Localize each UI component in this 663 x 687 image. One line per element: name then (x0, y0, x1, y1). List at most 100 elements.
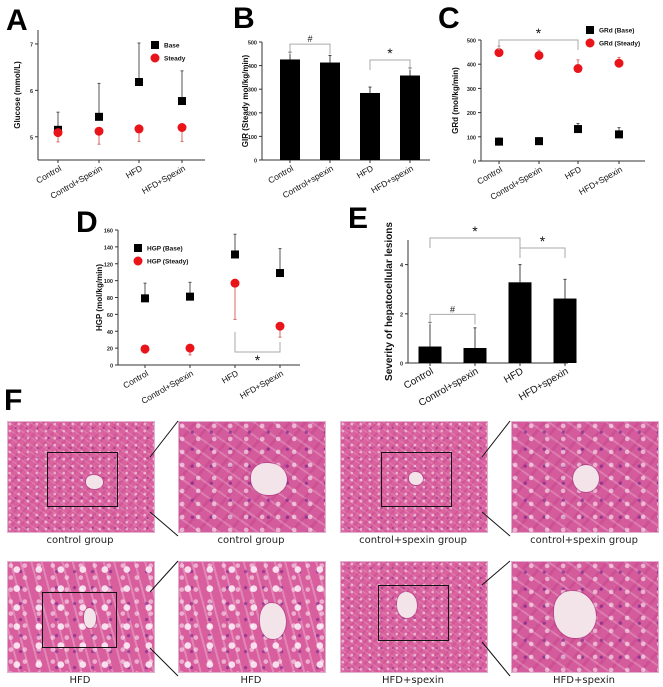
significance-marker: * (540, 233, 546, 249)
y-tick-label: 0 (473, 160, 476, 166)
zoom-connector-lines (481, 560, 511, 677)
roi-box (42, 592, 117, 648)
data-point-circle (275, 321, 285, 331)
legend-marker (586, 26, 594, 34)
y-tick-label: 200 (248, 111, 257, 117)
y-axis-label: GIR (Steady mol/kg/min) (241, 54, 250, 147)
legend-marker (150, 53, 160, 63)
x-tick-label: HFD+Spexin (238, 368, 285, 401)
y-tick-label: 60 (107, 313, 113, 319)
x-tick-label: Control (34, 163, 63, 185)
data-point-circle (534, 50, 544, 60)
zoom-connector-lines (149, 560, 179, 677)
histology-hfd-spexin-low (340, 561, 488, 673)
y-axis-label: Severity of hepatocellular lesions (384, 222, 395, 381)
roi-box (378, 585, 449, 641)
significance-bracket (369, 59, 411, 70)
chart-b: 0 100 200 300 400 500 GIR (Steady mol/kg/min) C… (241, 34, 430, 200)
significance-marker: # (307, 34, 312, 44)
x-tick-label: HFD (220, 368, 240, 385)
x-tick-label: HFD+spexin (517, 366, 570, 403)
x-tick-label: Control (266, 163, 295, 185)
data-point-circle (614, 58, 624, 68)
y-tick-label: 6 (30, 89, 33, 95)
legend-label: GRd (Base) (599, 28, 634, 35)
legend-marker (151, 41, 159, 49)
caption-hfd-spexin-low: HFD+spexin (382, 675, 444, 686)
panel-letter-c: C (438, 2, 460, 35)
y-tick-label: 4 (400, 263, 404, 269)
y-tick-label: 5 (30, 135, 33, 141)
y-tick-label: 2 (400, 312, 403, 318)
data-point-circle (94, 126, 104, 136)
y-tick-label: 20 (107, 347, 113, 353)
histology-hfd-spexin-high (511, 561, 659, 673)
bar (418, 346, 442, 363)
data-point-circle (494, 48, 504, 58)
y-axis-label: Glucose (mmol/L) (13, 61, 22, 129)
significance-bracket (289, 43, 331, 55)
x-tick-label: Control (475, 164, 504, 186)
data-point-circle (140, 344, 150, 354)
histology-control-spexin-low (340, 421, 488, 533)
data-point-circle (53, 128, 63, 138)
y-tick-label: 0 (254, 159, 257, 165)
significance-bracket (234, 332, 281, 353)
caption-hfd-spexin-high: HFD+spexin (553, 675, 615, 686)
x-tick-label: HFD (502, 366, 525, 386)
y-tick-label: 140 (104, 245, 113, 251)
y-tick-label: 0 (110, 364, 113, 370)
bar (508, 282, 532, 363)
data-point-circle (134, 124, 144, 134)
data-point-circle (185, 343, 195, 353)
data-point-square (178, 97, 186, 106)
panel-letter-b: B (233, 2, 255, 35)
y-tick-label: 200 (467, 111, 476, 117)
significance-marker: # (450, 304, 455, 314)
significance-marker: * (255, 352, 261, 368)
data-point-square (615, 130, 623, 139)
zoom-connector-lines (481, 420, 511, 537)
bar (360, 92, 380, 160)
panel-letter-a: A (6, 4, 28, 37)
significance-bracket (429, 313, 476, 325)
data-point-square (535, 137, 543, 146)
significance-marker: * (387, 45, 393, 61)
roi-box (381, 452, 452, 507)
data-point-square (276, 269, 284, 278)
data-point-circle (177, 123, 187, 132)
y-tick-label: 500 (467, 39, 476, 45)
y-tick-label: 500 (248, 41, 257, 47)
y-axis-label: GRd (mol/kg/min) (451, 67, 460, 134)
data-point-square (231, 250, 239, 259)
panel-letter-d: D (76, 206, 98, 239)
data-point-square (186, 292, 194, 301)
data-point-square (574, 125, 582, 134)
x-tick-label: Control (402, 366, 435, 392)
y-axis-label: HGP (mol/kg/min) (95, 264, 104, 331)
roi-box (47, 452, 118, 507)
histology-control-high (178, 421, 326, 533)
data-point-circle (573, 64, 583, 74)
data-point-square (141, 294, 149, 303)
y-tick-label: 40 (107, 330, 113, 336)
y-tick-label: 100 (248, 135, 257, 141)
y-tick-label: 300 (248, 88, 257, 94)
significance-bracket (429, 237, 521, 248)
histology-control-low (7, 421, 155, 533)
significance-bracket (519, 247, 566, 258)
caption-control-high: control group (217, 535, 285, 546)
y-tick-label: 300 (467, 87, 476, 93)
y-tick-label: 100 (104, 279, 113, 285)
caption-hfd-low: HFD (69, 675, 91, 686)
y-tick-label: 100 (467, 135, 476, 141)
chart-d: 0 20 40 60 80 100 120 140 160 HGP (mol/kg/min) Con… (95, 229, 300, 406)
data-point-square (135, 78, 143, 86)
bar (320, 62, 340, 161)
panel-letter-f: F (4, 384, 23, 417)
y-tick-label: 400 (467, 63, 476, 69)
y-tick-label: 160 (104, 229, 113, 235)
data-point-square (495, 137, 503, 146)
y-tick-label: 0 (400, 362, 403, 368)
